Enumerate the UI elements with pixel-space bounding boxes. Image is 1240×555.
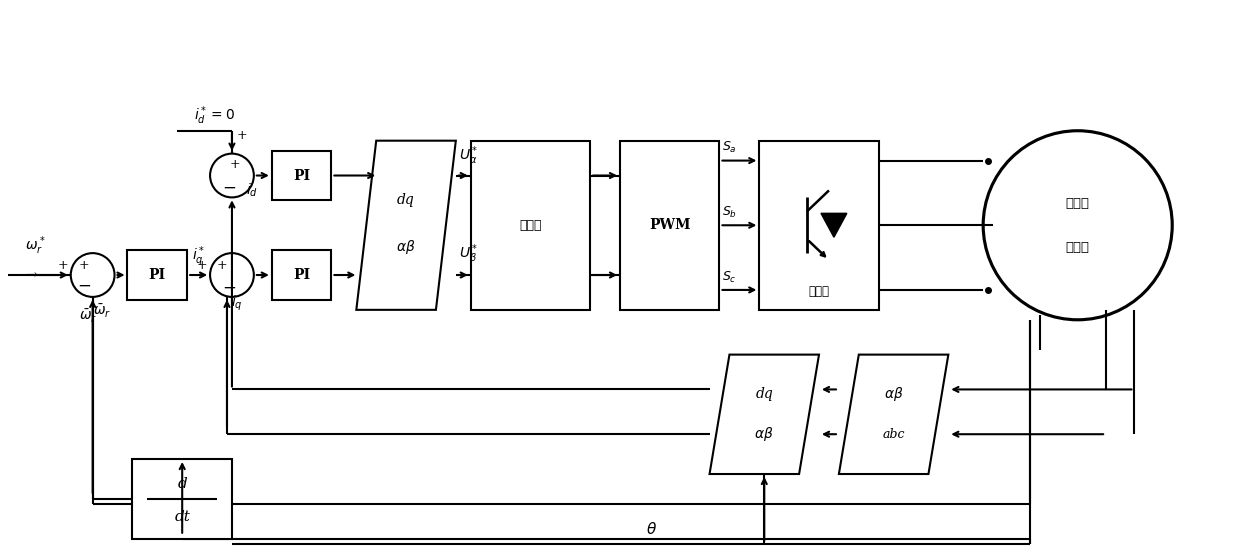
- Text: 过调制: 过调制: [520, 219, 542, 232]
- Bar: [471, 140, 590, 310]
- Text: $\omega_r^*$: $\omega_r^*$: [25, 235, 46, 257]
- Text: +: +: [237, 129, 247, 142]
- Text: +: +: [57, 259, 68, 271]
- Polygon shape: [839, 355, 949, 474]
- Bar: [272, 250, 331, 300]
- Text: +: +: [197, 259, 207, 271]
- Polygon shape: [356, 140, 456, 310]
- Bar: [128, 250, 187, 300]
- Text: −: −: [77, 278, 91, 295]
- Text: $\alpha\beta$: $\alpha\beta$: [397, 238, 415, 256]
- Text: $U_\beta^*$: $U_\beta^*$: [459, 243, 479, 268]
- Text: +: +: [78, 259, 89, 271]
- Text: +: +: [229, 158, 241, 171]
- Text: →: →: [25, 268, 37, 282]
- Text: 逆变器: 逆变器: [808, 285, 830, 299]
- Bar: [272, 150, 331, 200]
- Text: PI: PI: [293, 169, 310, 183]
- Text: dq: dq: [397, 193, 415, 208]
- Text: PI: PI: [149, 268, 166, 282]
- Text: PWM: PWM: [649, 218, 691, 232]
- Text: $i_q$: $i_q$: [231, 293, 243, 312]
- Text: $i_d$: $i_d$: [246, 181, 258, 199]
- Text: $\theta$: $\theta$: [646, 521, 657, 537]
- Text: 永磁同: 永磁同: [1065, 197, 1090, 210]
- Text: abc: abc: [883, 428, 905, 441]
- Text: $i_q^*$: $i_q^*$: [192, 245, 206, 269]
- Bar: [133, 459, 232, 539]
- Text: $i_d^*=0$: $i_d^*=0$: [195, 104, 234, 127]
- Text: d: d: [177, 477, 187, 491]
- Text: −: −: [222, 280, 236, 296]
- Polygon shape: [709, 355, 818, 474]
- Polygon shape: [821, 213, 847, 237]
- Text: dt: dt: [175, 510, 190, 524]
- Text: $\alpha\beta$: $\alpha\beta$: [884, 385, 904, 403]
- Text: +: +: [217, 259, 227, 271]
- Text: $\bar{\omega}_r$: $\bar{\omega}_r$: [78, 308, 97, 325]
- Bar: [759, 140, 879, 310]
- Text: 步电机: 步电机: [1065, 241, 1090, 254]
- Text: $S_a$: $S_a$: [723, 140, 738, 155]
- Text: $S_b$: $S_b$: [723, 205, 738, 220]
- Text: $\alpha\beta$: $\alpha\beta$: [754, 425, 774, 443]
- Text: dq: dq: [755, 387, 774, 401]
- Bar: [620, 140, 719, 310]
- Text: $S_c$: $S_c$: [723, 270, 737, 285]
- Text: PI: PI: [293, 268, 310, 282]
- Text: −: −: [222, 180, 236, 197]
- Text: $\bar{\omega}_r$: $\bar{\omega}_r$: [93, 303, 112, 320]
- Text: $U_\alpha^*$: $U_\alpha^*$: [459, 144, 479, 167]
